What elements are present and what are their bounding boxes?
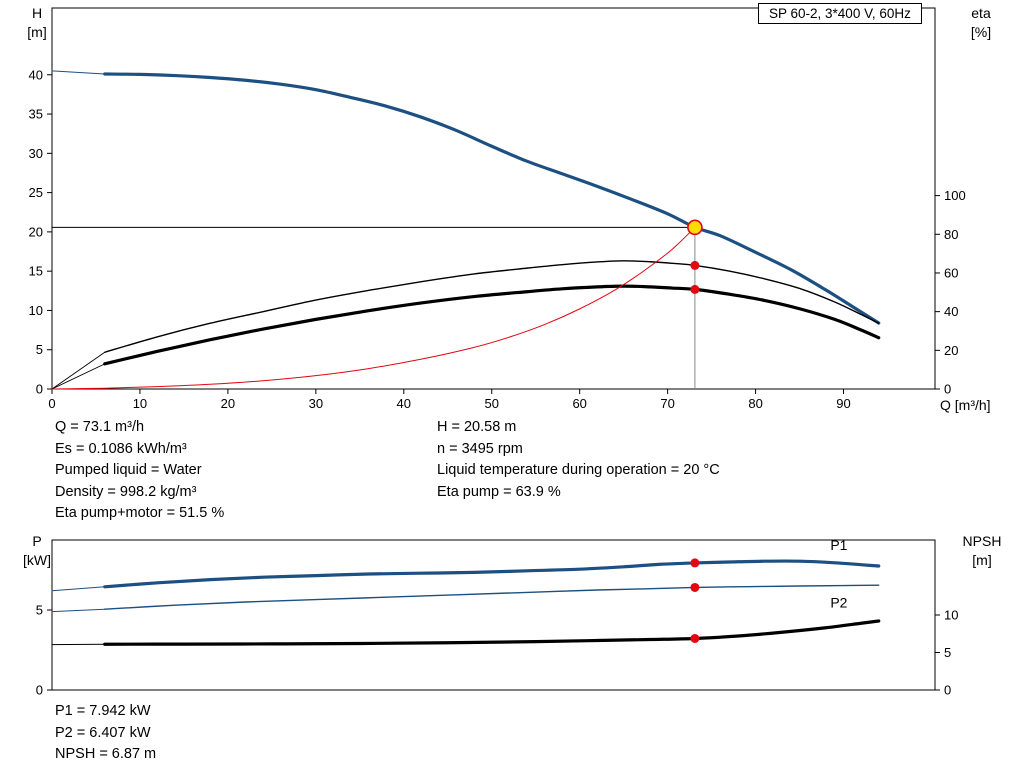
y-left-tick-label: 20: [29, 224, 43, 239]
info-line-q: Q = 73.1 m³/h: [55, 419, 145, 435]
y-right-tick-label: 20: [944, 343, 958, 358]
eta-axis-title-line1: eta: [971, 5, 991, 21]
x-tick-label: 50: [485, 396, 499, 411]
y-left-tick-label: 0: [36, 382, 43, 397]
eta-pump-leader: [51, 351, 106, 390]
duty-info-left: Q = 73.1 m³/h Es = 0.1086 kWh/m³ Pumped …: [55, 417, 224, 525]
q-axis-label: Q [m³/h]: [940, 397, 991, 413]
info-line-n: n = 3495 rpm: [437, 440, 523, 457]
x-tick-label: 10: [133, 396, 147, 411]
x-tick-label: 60: [572, 396, 586, 411]
info-line-p2: P2 = 6.407 kW: [55, 724, 151, 741]
eta-pump-motor-leader: [51, 363, 106, 390]
info-line-p1: P1 = 7.942 kW: [55, 703, 151, 719]
npsh-axis-title: NPSH [m]: [952, 532, 1012, 570]
duty-info-right: H = 20.58 m n = 3495 rpm Liquid temperat…: [437, 417, 720, 503]
p1-leader: [51, 586, 106, 592]
y-right-tick-label: 60: [944, 265, 958, 280]
eta-pump-motor-point: [690, 284, 700, 294]
eta-axis-title-line2: [%]: [970, 24, 992, 40]
info-line-temperature: Liquid temperature during operation = 20…: [437, 462, 720, 478]
y-left-tick-label: 30: [29, 146, 43, 161]
x-tick-label: 90: [836, 396, 850, 411]
y-left-tick-label: 10: [29, 303, 43, 318]
h-axis-title-line2: [m]: [27, 24, 47, 40]
y-right-tick-label: 0: [944, 382, 951, 397]
x-tick-label: 0: [48, 396, 55, 411]
p2-leader: [51, 608, 106, 613]
qh-efficiency-chart: 0 10 20 30 40 50 60 70 80 90 0 5 10 15 20 25 30 35 40 0 20 40…: [29, 7, 966, 411]
info-line-eta-pump-motor: Eta pump+motor = 51.5 %: [55, 505, 225, 521]
head-leader: [51, 70, 106, 75]
series-label-p1: P1: [830, 537, 847, 553]
eta-axis-title: eta [%]: [956, 4, 1006, 42]
npsh-point: [690, 633, 700, 643]
npsh-axis-title-line2: [m]: [972, 552, 992, 568]
x-tick-label: 70: [660, 396, 674, 411]
y-right-tick-label: 10: [944, 608, 958, 623]
p1-curve: [103, 559, 881, 589]
npsh-axis-title-line1: NPSH: [962, 533, 1002, 549]
info-line-h: H = 20.58 m: [437, 419, 517, 435]
y-right-tick-label: 0: [944, 683, 951, 698]
h-axis-title: H [m]: [14, 4, 60, 42]
y-right-tick-label: 100: [944, 188, 966, 203]
p1-point: [690, 558, 700, 568]
info-line-npsh: NPSH = 6.87 m: [55, 746, 157, 762]
y-left-tick-label: 5: [36, 342, 43, 357]
y-left-tick-label: 0: [36, 683, 43, 698]
y-left-tick-label: 5: [36, 603, 43, 618]
y-right-tick-label: 40: [944, 304, 958, 319]
p-axis-title-line2: [kW]: [23, 552, 51, 568]
power-info: P1 = 7.942 kW P2 = 6.407 kW NPSH = 6.87 …: [55, 701, 156, 766]
y-right-tick-label: 5: [944, 645, 951, 660]
power-npsh-chart: 0 5 0 5 10 P1 P2: [36, 537, 959, 698]
h-axis-title-line1: H: [31, 5, 43, 21]
y-left-tick-label: 40: [29, 67, 43, 82]
info-line-density: Density = 998.2 kg/m³: [55, 483, 197, 500]
plot-border: [51, 7, 936, 390]
series-label-p2: P2: [830, 595, 847, 611]
info-line-eta-pump: Eta pump = 63.9 %: [437, 483, 561, 500]
info-line-liquid: Pumped liquid = Water: [55, 462, 202, 478]
y-left-tick-label: 15: [29, 264, 43, 279]
operating-point: [687, 219, 703, 236]
x-tick-label: 20: [221, 396, 235, 411]
info-line-es: Es = 0.1086 kWh/m³: [55, 440, 187, 457]
p2-curve: [104, 584, 880, 610]
x-tick-label: 40: [397, 396, 411, 411]
eta-pump-curve: [104, 260, 880, 353]
eta-pump-point: [690, 260, 700, 270]
y-right-tick-label: 80: [944, 227, 958, 242]
pump-model-label: SP 60-2, 3*400 V, 60Hz: [758, 3, 922, 24]
system-curve: [51, 226, 696, 390]
x-tick-label: 80: [748, 396, 762, 411]
y-left-tick-label: 35: [29, 107, 43, 122]
x-tick-label: 30: [309, 396, 323, 411]
head-curve: [103, 72, 881, 325]
p2-point: [690, 582, 700, 592]
y-left-tick-label: 25: [29, 185, 43, 200]
p-axis-title: P [kW]: [14, 532, 60, 570]
eta-pump-motor-curve: [103, 284, 881, 366]
npsh-curve: [103, 619, 881, 646]
p-axis-title-line1: P: [32, 533, 42, 549]
